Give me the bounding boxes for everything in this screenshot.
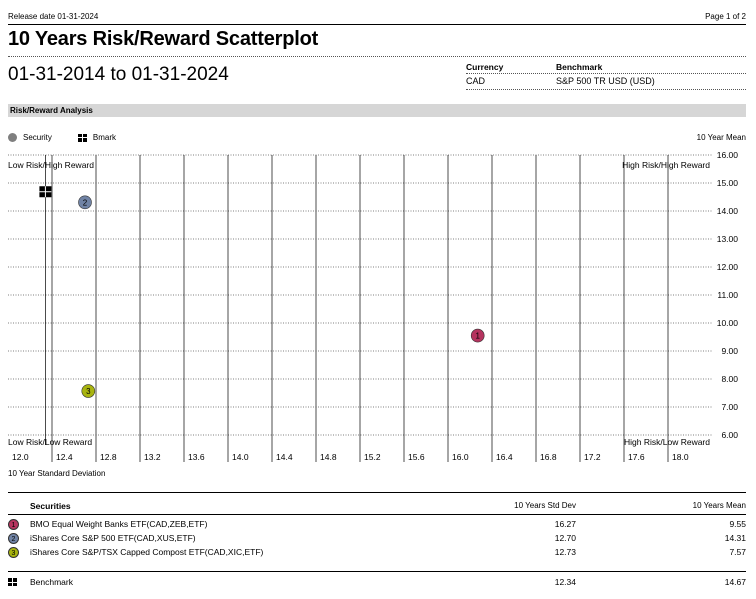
y-tick-label: 11.00 — [717, 290, 738, 300]
x-tick-label: 13.2 — [144, 452, 161, 462]
security-std: 16.27 — [554, 519, 576, 529]
security-mean: 14.31 — [724, 533, 746, 543]
y-tick-label: 9.00 — [721, 346, 738, 356]
x-tick-label: 14.4 — [276, 452, 293, 462]
security-point-marker — [470, 328, 485, 343]
table-row: 1 BMO Equal Weight Banks ETF(CAD,ZEB,ETF… — [8, 519, 746, 531]
y-tick-label: 13.00 — [717, 234, 739, 244]
security-point-label: 1 — [475, 332, 480, 341]
benchmark-icon — [8, 578, 17, 586]
table-row: 3 iShares Core S&P/TSX Capped Compost ET… — [8, 547, 746, 559]
chart-grid — [8, 154, 712, 462]
security-mean: 7.57 — [729, 547, 746, 557]
x-tick-label: 17.2 — [584, 452, 601, 462]
x-tick-label: 12.8 — [100, 452, 117, 462]
table-header-mean: 10 Years Mean — [692, 501, 746, 510]
security-std: 12.70 — [554, 533, 576, 543]
security-name: BMO Equal Weight Banks ETF(CAD,ZEB,ETF) — [30, 519, 208, 529]
benchmark-value: S&P 500 TR USD (USD) — [556, 76, 655, 86]
benchmark-point — [39, 186, 52, 198]
x-tick-label: 13.6 — [188, 452, 205, 462]
security-point-marker — [78, 195, 92, 210]
legend-benchmark-label: Bmark — [92, 133, 117, 142]
security-point-label: 3 — [86, 387, 91, 396]
table-header-rule — [8, 514, 746, 515]
x-tick-label: 14.8 — [320, 452, 337, 462]
currency-value: CAD — [466, 76, 486, 86]
table-top-rule — [8, 492, 746, 493]
security-point-2: 2 — [78, 195, 92, 210]
security-name: iShares Core S&P/TSX Capped Compost ETF(… — [30, 547, 264, 557]
title-divider — [8, 56, 746, 57]
y-tick-label: 15.00 — [717, 178, 739, 188]
table-bottom-rule — [8, 571, 746, 572]
security-point-marker — [81, 384, 96, 398]
info-divider-1 — [466, 73, 746, 74]
security-point-1: 1 — [470, 328, 485, 343]
info-divider-2 — [466, 89, 746, 90]
x-axis-label: 10 Year Standard Deviation — [8, 469, 106, 478]
section-title: Risk/Reward Analysis — [8, 104, 746, 117]
security-3-marker: 3 — [8, 547, 19, 558]
benchmark-row: Benchmark 12.34 14.67 — [8, 577, 746, 589]
quadrant-label-bottom-left: Low Risk/Low Reward — [8, 437, 92, 447]
currency-label: Currency — [466, 62, 504, 72]
y-tick-label: 12.00 — [717, 262, 739, 272]
header-rule — [8, 24, 746, 25]
x-tick-label: 15.6 — [408, 452, 425, 462]
axis-ticks: 16.0015.0014.0013.0012.0011.0010.009.008… — [12, 150, 738, 462]
x-tick-label: 18.0 — [672, 452, 689, 462]
y-tick-label: 6.00 — [721, 430, 738, 440]
security-mean: 9.55 — [729, 519, 746, 529]
y-tick-label: 14.00 — [717, 206, 739, 216]
quadrant-label-top-left: Low Risk/High Reward — [8, 160, 94, 170]
security-1-marker: 1 — [8, 519, 19, 530]
benchmark-mean: 14.67 — [724, 577, 746, 587]
y-tick-label: 8.00 — [721, 374, 738, 384]
table-header-securities: Securities — [30, 501, 71, 511]
date-range: 01-31-2014 to 01-31-2024 — [8, 64, 229, 85]
quadrant-labels: Low Risk/High Reward High Risk/High Rewar… — [8, 160, 710, 447]
benchmark-label: Benchmark — [556, 62, 603, 72]
table-header-std: 10 Years Std Dev — [514, 501, 576, 510]
x-tick-label: 14.0 — [232, 452, 249, 462]
x-tick-label: 12.0 — [12, 452, 29, 462]
y-tick-label: 7.00 — [721, 402, 738, 412]
x-tick-label: 16.4 — [496, 452, 513, 462]
y-axis-label: 10 Year Mean — [696, 133, 746, 142]
security-legend-icon — [8, 133, 17, 142]
scatter-chart: Low Risk/High Reward High Risk/High Rewar… — [8, 150, 738, 462]
quadrant-label-bottom-right: High Risk/Low Reward — [624, 437, 710, 447]
y-tick-label: 16.00 — [717, 150, 739, 160]
security-2-marker: 2 — [8, 533, 19, 544]
security-std: 12.73 — [554, 547, 576, 557]
data-points: 1 2 3 — [39, 186, 485, 398]
x-tick-label: 12.4 — [56, 452, 73, 462]
x-tick-label: 17.6 — [628, 452, 645, 462]
page-title: 10 Years Risk/Reward Scatterplot — [8, 28, 319, 50]
benchmark-name: Benchmark — [30, 577, 73, 587]
y-tick-label: 10.00 — [717, 318, 739, 328]
security-point-3: 3 — [81, 384, 96, 398]
chart-legend: Security Bmark — [8, 133, 116, 142]
table-row: 2 iShares Core S&P 500 ETF(CAD,XUS,ETF) … — [8, 533, 746, 545]
page-number: Page 1 of 2 — [705, 12, 746, 21]
quadrant-label-top-right: High Risk/High Reward — [622, 160, 710, 170]
legend-security-label: Security — [23, 133, 52, 142]
security-point-label: 2 — [83, 198, 88, 207]
benchmark-legend-icon — [77, 133, 87, 142]
security-name: iShares Core S&P 500 ETF(CAD,XUS,ETF) — [30, 533, 196, 543]
benchmark-std: 12.34 — [554, 577, 576, 587]
release-date: Release date 01-31-2024 — [8, 12, 99, 21]
x-tick-label: 15.2 — [364, 452, 381, 462]
x-tick-label: 16.8 — [540, 452, 557, 462]
x-tick-label: 16.0 — [452, 452, 469, 462]
